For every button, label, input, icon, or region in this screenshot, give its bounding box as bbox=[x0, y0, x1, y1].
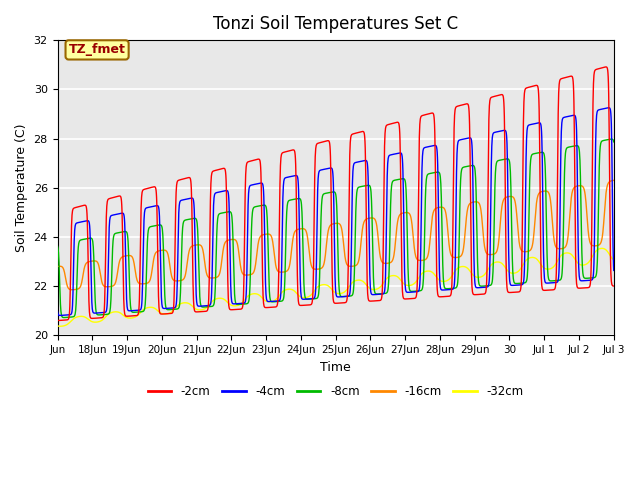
-32cm bbox=[56, 324, 64, 329]
-8cm bbox=[60, 315, 68, 321]
-8cm bbox=[54, 243, 61, 249]
-2cm bbox=[602, 64, 610, 70]
Line: -4cm: -4cm bbox=[58, 108, 614, 315]
-16cm bbox=[602, 190, 610, 196]
Line: -16cm: -16cm bbox=[58, 180, 614, 290]
Line: -32cm: -32cm bbox=[58, 248, 614, 326]
-32cm bbox=[369, 287, 377, 292]
-2cm bbox=[109, 195, 117, 201]
-8cm bbox=[602, 137, 610, 143]
-32cm bbox=[535, 258, 543, 264]
-32cm bbox=[610, 257, 618, 263]
-2cm bbox=[503, 285, 511, 290]
-8cm bbox=[369, 267, 377, 273]
-4cm bbox=[54, 309, 61, 314]
-4cm bbox=[56, 312, 64, 318]
-4cm bbox=[535, 120, 543, 126]
-8cm bbox=[610, 139, 618, 145]
Line: -8cm: -8cm bbox=[58, 139, 614, 318]
-8cm bbox=[230, 252, 237, 257]
-4cm bbox=[605, 105, 612, 110]
-8cm bbox=[608, 136, 616, 142]
-32cm bbox=[230, 303, 237, 309]
-2cm bbox=[229, 307, 237, 312]
Legend: -2cm, -4cm, -8cm, -16cm, -32cm: -2cm, -4cm, -8cm, -16cm, -32cm bbox=[143, 381, 529, 403]
Y-axis label: Soil Temperature (C): Soil Temperature (C) bbox=[15, 123, 28, 252]
-32cm bbox=[504, 267, 511, 273]
Title: Tonzi Soil Temperatures Set C: Tonzi Soil Temperatures Set C bbox=[213, 15, 458, 33]
-2cm bbox=[602, 64, 610, 70]
-16cm bbox=[369, 215, 377, 221]
-8cm bbox=[109, 236, 117, 241]
-2cm bbox=[610, 283, 618, 289]
-16cm bbox=[610, 178, 618, 183]
-16cm bbox=[504, 194, 511, 200]
-4cm bbox=[504, 149, 511, 155]
-8cm bbox=[504, 156, 511, 162]
-16cm bbox=[54, 264, 61, 269]
-4cm bbox=[109, 212, 117, 218]
-4cm bbox=[230, 301, 237, 307]
X-axis label: Time: Time bbox=[320, 360, 351, 373]
Text: TZ_fmet: TZ_fmet bbox=[68, 43, 125, 56]
-32cm bbox=[598, 245, 605, 251]
-32cm bbox=[602, 247, 610, 253]
-2cm bbox=[534, 88, 542, 94]
-8cm bbox=[535, 150, 543, 156]
-16cm bbox=[68, 287, 76, 293]
Line: -2cm: -2cm bbox=[58, 67, 614, 321]
-4cm bbox=[602, 105, 610, 111]
-16cm bbox=[230, 237, 237, 242]
-32cm bbox=[109, 309, 117, 315]
-16cm bbox=[535, 191, 543, 197]
-4cm bbox=[610, 267, 618, 273]
-4cm bbox=[369, 292, 377, 298]
-32cm bbox=[54, 323, 61, 329]
-16cm bbox=[109, 283, 117, 288]
-2cm bbox=[54, 318, 61, 324]
-2cm bbox=[369, 298, 377, 304]
